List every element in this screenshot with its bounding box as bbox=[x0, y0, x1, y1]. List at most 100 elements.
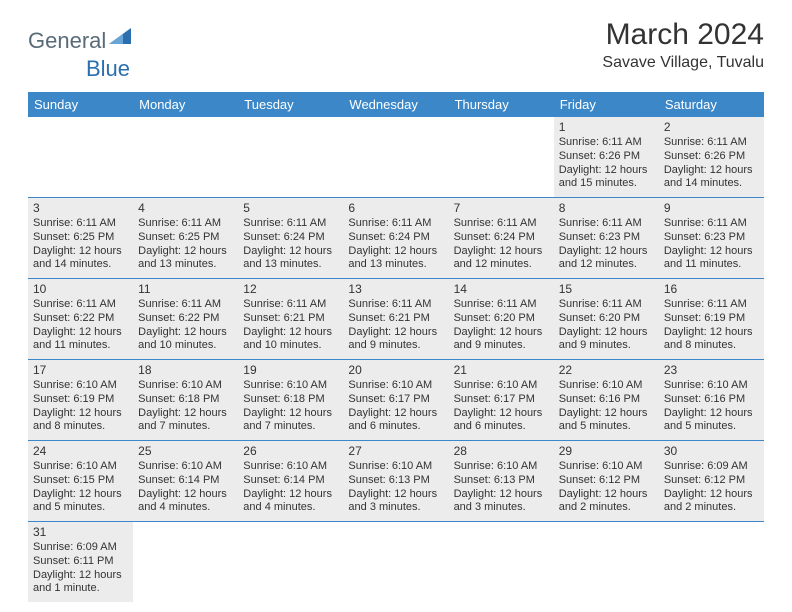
sunset-text: Sunset: 6:13 PM bbox=[348, 474, 443, 488]
day-number: 16 bbox=[664, 282, 759, 297]
daylight-text: Daylight: 12 hours and 5 minutes. bbox=[559, 407, 654, 435]
calendar-cell: 11Sunrise: 6:11 AMSunset: 6:22 PMDayligh… bbox=[133, 279, 238, 360]
calendar-week: 1Sunrise: 6:11 AMSunset: 6:26 PMDaylight… bbox=[28, 117, 764, 198]
sunrise-text: Sunrise: 6:10 AM bbox=[243, 460, 338, 474]
day-number: 8 bbox=[559, 201, 654, 216]
calendar-cell bbox=[238, 522, 343, 603]
daylight-text: Daylight: 12 hours and 4 minutes. bbox=[243, 488, 338, 516]
calendar-cell: 29Sunrise: 6:10 AMSunset: 6:12 PMDayligh… bbox=[554, 441, 659, 522]
day-number: 23 bbox=[664, 363, 759, 378]
day-number: 13 bbox=[348, 282, 443, 297]
daylight-text: Daylight: 12 hours and 7 minutes. bbox=[243, 407, 338, 435]
daylight-text: Daylight: 12 hours and 5 minutes. bbox=[664, 407, 759, 435]
day-number: 24 bbox=[33, 444, 128, 459]
day-number: 30 bbox=[664, 444, 759, 459]
calendar-cell: 7Sunrise: 6:11 AMSunset: 6:24 PMDaylight… bbox=[449, 198, 554, 279]
sunrise-text: Sunrise: 6:10 AM bbox=[454, 460, 549, 474]
calendar-cell: 31Sunrise: 6:09 AMSunset: 6:11 PMDayligh… bbox=[28, 522, 133, 603]
day-number: 29 bbox=[559, 444, 654, 459]
day-number: 25 bbox=[138, 444, 233, 459]
sunrise-text: Sunrise: 6:11 AM bbox=[454, 217, 549, 231]
sunset-text: Sunset: 6:22 PM bbox=[33, 312, 128, 326]
day-number: 26 bbox=[243, 444, 338, 459]
daylight-text: Daylight: 12 hours and 13 minutes. bbox=[348, 245, 443, 273]
calendar-cell: 24Sunrise: 6:10 AMSunset: 6:15 PMDayligh… bbox=[28, 441, 133, 522]
sunrise-text: Sunrise: 6:11 AM bbox=[138, 298, 233, 312]
day-number: 19 bbox=[243, 363, 338, 378]
logo-triangle-icon bbox=[109, 24, 131, 50]
sunrise-text: Sunrise: 6:10 AM bbox=[243, 379, 338, 393]
sunset-text: Sunset: 6:24 PM bbox=[243, 231, 338, 245]
calendar-cell: 20Sunrise: 6:10 AMSunset: 6:17 PMDayligh… bbox=[343, 360, 448, 441]
calendar-cell: 13Sunrise: 6:11 AMSunset: 6:21 PMDayligh… bbox=[343, 279, 448, 360]
sunset-text: Sunset: 6:11 PM bbox=[33, 555, 128, 569]
day-number: 14 bbox=[454, 282, 549, 297]
daylight-text: Daylight: 12 hours and 13 minutes. bbox=[138, 245, 233, 273]
day-number: 31 bbox=[33, 525, 128, 540]
logo-text-2: Blue bbox=[86, 56, 130, 81]
daylight-text: Daylight: 12 hours and 14 minutes. bbox=[33, 245, 128, 273]
sunset-text: Sunset: 6:26 PM bbox=[664, 150, 759, 164]
sunset-text: Sunset: 6:26 PM bbox=[559, 150, 654, 164]
day-header: Tuesday bbox=[238, 92, 343, 117]
sunset-text: Sunset: 6:16 PM bbox=[559, 393, 654, 407]
calendar-week: 24Sunrise: 6:10 AMSunset: 6:15 PMDayligh… bbox=[28, 441, 764, 522]
calendar-cell: 18Sunrise: 6:10 AMSunset: 6:18 PMDayligh… bbox=[133, 360, 238, 441]
sunset-text: Sunset: 6:23 PM bbox=[559, 231, 654, 245]
day-number: 2 bbox=[664, 120, 759, 135]
sunset-text: Sunset: 6:24 PM bbox=[348, 231, 443, 245]
daylight-text: Daylight: 12 hours and 9 minutes. bbox=[454, 326, 549, 354]
sunrise-text: Sunrise: 6:11 AM bbox=[664, 217, 759, 231]
calendar-cell bbox=[449, 522, 554, 603]
calendar-cell bbox=[554, 522, 659, 603]
sunrise-text: Sunrise: 6:10 AM bbox=[138, 460, 233, 474]
sunrise-text: Sunrise: 6:11 AM bbox=[33, 298, 128, 312]
calendar-cell: 30Sunrise: 6:09 AMSunset: 6:12 PMDayligh… bbox=[659, 441, 764, 522]
sunrise-text: Sunrise: 6:11 AM bbox=[348, 217, 443, 231]
daylight-text: Daylight: 12 hours and 3 minutes. bbox=[348, 488, 443, 516]
calendar-cell bbox=[343, 522, 448, 603]
sunrise-text: Sunrise: 6:10 AM bbox=[348, 460, 443, 474]
day-header: Monday bbox=[133, 92, 238, 117]
day-number: 27 bbox=[348, 444, 443, 459]
day-number: 21 bbox=[454, 363, 549, 378]
sunset-text: Sunset: 6:17 PM bbox=[454, 393, 549, 407]
daylight-text: Daylight: 12 hours and 1 minute. bbox=[33, 569, 128, 597]
daylight-text: Daylight: 12 hours and 15 minutes. bbox=[559, 164, 654, 192]
day-header: Saturday bbox=[659, 92, 764, 117]
calendar-cell: 9Sunrise: 6:11 AMSunset: 6:23 PMDaylight… bbox=[659, 198, 764, 279]
day-number: 12 bbox=[243, 282, 338, 297]
sunset-text: Sunset: 6:24 PM bbox=[454, 231, 549, 245]
calendar-week: 17Sunrise: 6:10 AMSunset: 6:19 PMDayligh… bbox=[28, 360, 764, 441]
sunset-text: Sunset: 6:18 PM bbox=[243, 393, 338, 407]
day-header-row: Sunday Monday Tuesday Wednesday Thursday… bbox=[28, 92, 764, 117]
sunset-text: Sunset: 6:13 PM bbox=[454, 474, 549, 488]
calendar-cell: 26Sunrise: 6:10 AMSunset: 6:14 PMDayligh… bbox=[238, 441, 343, 522]
sunrise-text: Sunrise: 6:10 AM bbox=[454, 379, 549, 393]
daylight-text: Daylight: 12 hours and 12 minutes. bbox=[454, 245, 549, 273]
calendar-cell: 5Sunrise: 6:11 AMSunset: 6:24 PMDaylight… bbox=[238, 198, 343, 279]
sunrise-text: Sunrise: 6:11 AM bbox=[348, 298, 443, 312]
sunset-text: Sunset: 6:25 PM bbox=[33, 231, 128, 245]
sunset-text: Sunset: 6:25 PM bbox=[138, 231, 233, 245]
day-number: 4 bbox=[138, 201, 233, 216]
daylight-text: Daylight: 12 hours and 9 minutes. bbox=[559, 326, 654, 354]
daylight-text: Daylight: 12 hours and 7 minutes. bbox=[138, 407, 233, 435]
day-number: 11 bbox=[138, 282, 233, 297]
day-number: 10 bbox=[33, 282, 128, 297]
day-number: 1 bbox=[559, 120, 654, 135]
sunrise-text: Sunrise: 6:09 AM bbox=[33, 541, 128, 555]
sunset-text: Sunset: 6:18 PM bbox=[138, 393, 233, 407]
daylight-text: Daylight: 12 hours and 9 minutes. bbox=[348, 326, 443, 354]
daylight-text: Daylight: 12 hours and 2 minutes. bbox=[664, 488, 759, 516]
daylight-text: Daylight: 12 hours and 6 minutes. bbox=[348, 407, 443, 435]
day-number: 15 bbox=[559, 282, 654, 297]
calendar-cell: 14Sunrise: 6:11 AMSunset: 6:20 PMDayligh… bbox=[449, 279, 554, 360]
calendar-cell bbox=[133, 117, 238, 198]
sunset-text: Sunset: 6:19 PM bbox=[664, 312, 759, 326]
logo: General bbox=[28, 24, 131, 58]
sunrise-text: Sunrise: 6:11 AM bbox=[559, 217, 654, 231]
day-header: Thursday bbox=[449, 92, 554, 117]
sunset-text: Sunset: 6:21 PM bbox=[348, 312, 443, 326]
calendar-cell: 12Sunrise: 6:11 AMSunset: 6:21 PMDayligh… bbox=[238, 279, 343, 360]
